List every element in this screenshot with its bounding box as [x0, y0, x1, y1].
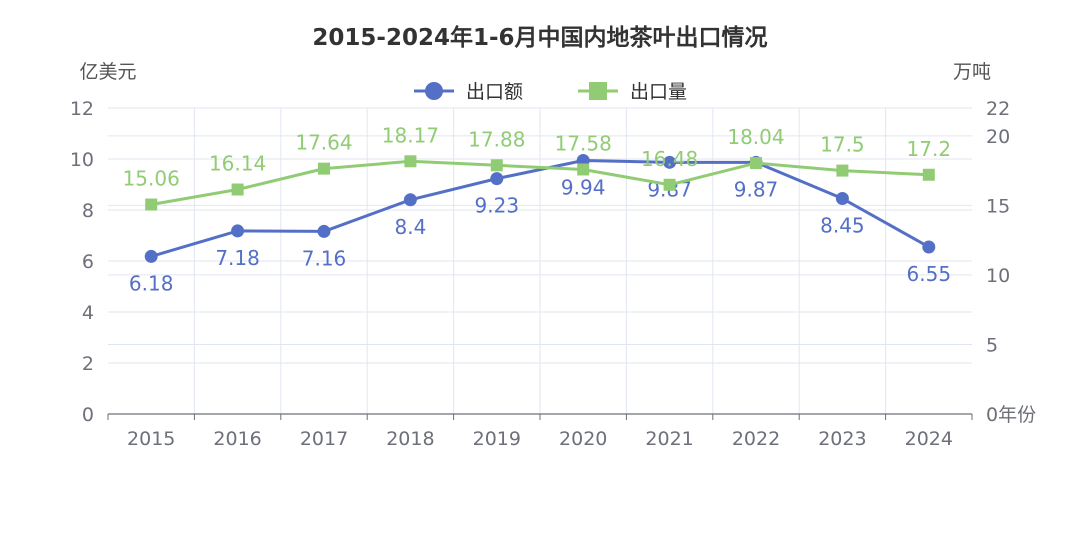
series-layer: 6.187.187.168.49.239.949.879.878.456.551… [123, 123, 951, 295]
data-label-amount-2022: 9.87 [734, 177, 779, 201]
legend-item-volume[interactable]: 出口量 [578, 81, 687, 103]
data-point-amount-2019[interactable] [490, 172, 504, 186]
data-point-volume-2021[interactable] [663, 178, 676, 191]
data-point-volume-2020[interactable] [577, 163, 590, 176]
x-tick-label-2015: 2015 [127, 428, 175, 450]
data-point-volume-2018[interactable] [404, 155, 417, 168]
right-axis-label: 万吨 [953, 61, 991, 83]
data-label-amount-2016: 7.18 [215, 246, 260, 270]
legend-label: 出口量 [630, 81, 687, 103]
right-tick-label: 20 [986, 126, 1010, 148]
data-label-volume-2017: 17.64 [295, 131, 352, 155]
data-point-amount-2021[interactable] [663, 155, 677, 169]
series-volume: 15.06 16.14 17.64 18.17 17.88 17.58 16.48 18.04… [123, 123, 952, 211]
left-tick-label: 12 [70, 98, 94, 120]
series-line [150, 159, 929, 207]
data-label-amount-2019: 9.23 [475, 194, 520, 218]
left-axis-label: 亿美元 [79, 61, 136, 83]
data-point-amount-2024[interactable] [922, 240, 936, 254]
data-point-volume-2016[interactable] [231, 183, 244, 196]
data-label-volume-2022: 18.04 [727, 125, 784, 149]
right-tick-label: 22 [986, 98, 1010, 120]
data-label-volume-2016: 16.14 [209, 152, 266, 176]
x-tick-label-2020: 2020 [559, 428, 607, 450]
x-tick-label-2021: 2021 [645, 428, 693, 450]
data-point-volume-2022[interactable] [750, 157, 762, 170]
x-tick-label-2017: 2017 [300, 428, 348, 450]
chart-title: 2015-2024年1-6月中国内地茶叶出口情况 [312, 24, 767, 51]
data-label-volume-2021: 16.48 [641, 147, 698, 171]
x-tick-label-2019: 2019 [473, 428, 521, 450]
data-label-amount-2015: 6.18 [129, 271, 174, 295]
data-label-volume-2018: 18.17 [382, 123, 439, 147]
legend[interactable]: 出口额 出口量 [414, 81, 687, 103]
left-tick-label: 4 [82, 302, 94, 324]
legend-square-marker [589, 82, 607, 100]
left-tick-label: 10 [70, 149, 94, 171]
data-label-amount-2018: 8.4 [394, 215, 426, 239]
data-point-amount-2015[interactable] [144, 249, 158, 263]
data-point-volume-2023[interactable] [836, 164, 849, 177]
data-label-amount-2023: 8.45 [820, 214, 865, 238]
data-label-volume-2015: 15.06 [123, 167, 180, 191]
data-point-amount-2017[interactable] [317, 224, 331, 238]
right-tick-label: 5 [986, 334, 998, 356]
legend-label: 出口额 [466, 81, 523, 103]
left-tick-label: 6 [82, 251, 94, 273]
right-tick-label: 15 [986, 195, 1010, 217]
legend-circle-marker [425, 82, 443, 100]
x-tick-label-2024: 2024 [905, 428, 953, 450]
right-tick-label: 0年份 [986, 404, 1036, 426]
data-label-volume-2020: 17.58 [555, 131, 612, 155]
left-tick-label: 2 [82, 353, 94, 375]
data-point-volume-2017[interactable] [318, 162, 330, 175]
data-label-amount-2024: 6.55 [907, 262, 952, 286]
data-label-volume-2024: 17.2 [907, 137, 952, 161]
data-label-volume-2023: 17.5 [820, 133, 865, 157]
x-tick-label-2023: 2023 [818, 428, 866, 450]
x-tick-label-2016: 2016 [213, 428, 261, 450]
series-line [150, 159, 930, 258]
data-point-volume-2015[interactable] [145, 198, 158, 211]
data-point-amount-2016[interactable] [231, 224, 245, 238]
data-point-amount-2023[interactable] [835, 192, 849, 206]
data-label-amount-2017: 7.16 [302, 246, 347, 270]
x-tick-label-2018: 2018 [386, 428, 434, 450]
data-point-amount-2018[interactable] [403, 193, 417, 207]
grid-lines [108, 107, 972, 414]
x-tick-label-2022: 2022 [732, 428, 780, 450]
data-point-volume-2024[interactable] [922, 168, 935, 181]
left-tick-label: 0 [82, 404, 94, 426]
left-tick-label: 8 [82, 200, 94, 222]
right-tick-label: 10 [986, 265, 1010, 287]
legend-item-amount[interactable]: 出口额 [414, 81, 523, 103]
data-label-amount-2020: 9.94 [561, 176, 606, 200]
data-point-volume-2019[interactable] [490, 159, 503, 172]
data-label-volume-2019: 17.88 [468, 127, 525, 151]
